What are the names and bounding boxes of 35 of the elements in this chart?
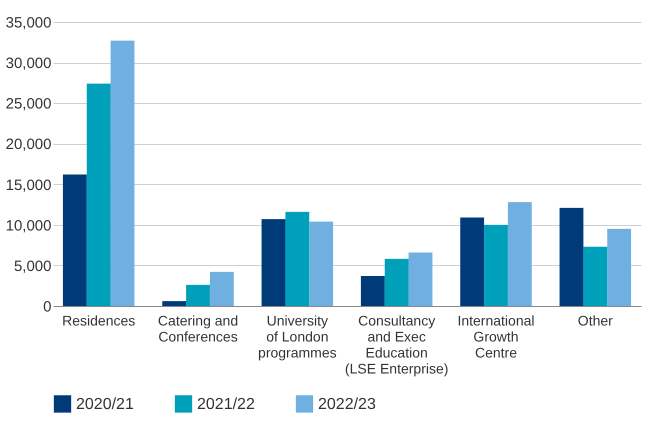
bar: [408, 252, 432, 306]
x-tick-label: Consultancy and Exec Education (LSE Enterprise): [344, 312, 448, 376]
bar: [460, 218, 484, 306]
bar: [360, 276, 385, 306]
bar: [384, 258, 409, 306]
y-tick-label: 0: [43, 298, 52, 316]
bar: [86, 84, 111, 306]
legend-label: 2020/21: [76, 396, 134, 413]
y-tick-label: 10,000: [6, 217, 52, 234]
bar: [110, 40, 134, 306]
bar: [508, 202, 532, 306]
y-tick-label: 20,000: [6, 136, 52, 154]
bar: [309, 222, 334, 306]
x-tick-label: International Growth Centre: [457, 312, 535, 360]
x-tick-label: University of London programmes: [258, 312, 337, 360]
x-tick-label: Catering and Conferences: [158, 312, 238, 344]
x-tick-label: Residences: [62, 312, 136, 328]
bar: [162, 301, 186, 306]
y-tick-label: 15,000: [6, 176, 52, 194]
bar: [186, 284, 210, 306]
x-tick-label: Other: [578, 312, 614, 328]
legend-label: 2021/22: [197, 396, 255, 413]
bar: [62, 174, 87, 306]
bar: [210, 272, 234, 306]
y-tick-label: 25,000: [6, 96, 52, 113]
y-tick-label: 5,000: [14, 258, 52, 275]
y-tick-label: 30,000: [6, 55, 52, 72]
bar: [484, 224, 508, 306]
bar: [560, 208, 584, 306]
bar: [583, 246, 608, 306]
bar: [262, 219, 286, 306]
legend-label: 2022/23: [318, 396, 376, 413]
bar: [607, 228, 632, 306]
y-tick-label: 35,000: [6, 14, 52, 32]
bar: [285, 212, 310, 306]
